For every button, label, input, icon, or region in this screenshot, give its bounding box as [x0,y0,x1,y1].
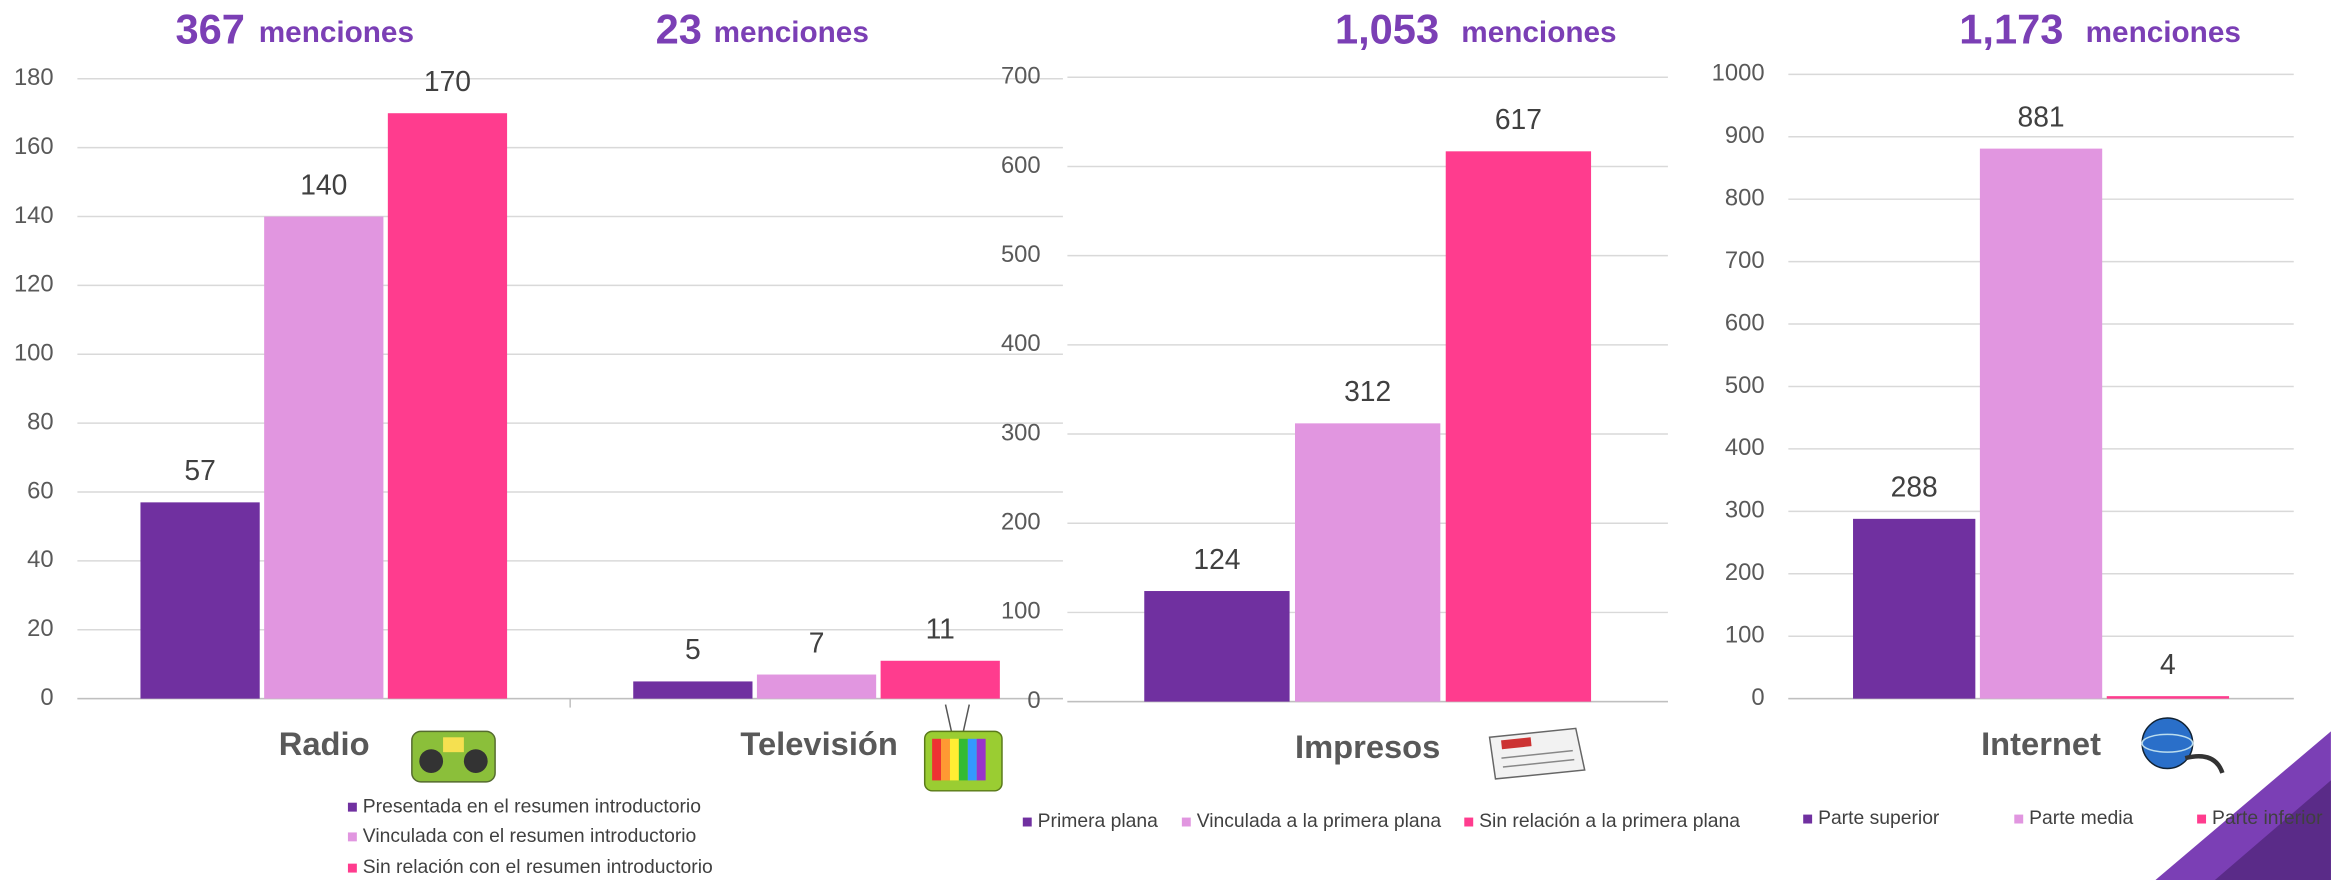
y-tick-label: 0 [1751,684,1764,711]
category-label: Radio [279,725,370,762]
radio-icon [412,731,495,782]
bar [1144,591,1289,702]
y-tick-label: 100 [1001,598,1041,625]
bar [264,217,383,699]
legend-swatch [2197,815,2206,824]
y-tick-label: 100 [1725,621,1765,648]
mention-word: menciones [2086,16,2241,49]
value-label: 7 [809,626,825,658]
legend-swatch [348,832,357,841]
y-tick-label: 400 [1725,434,1765,461]
y-tick-label: 700 [1725,247,1765,274]
value-label: 4 [2160,648,2176,680]
bar [1446,151,1591,701]
y-tick-label: 100 [14,340,54,367]
legend-swatch [1182,818,1191,827]
category-label: Internet [1981,725,2101,762]
legend-swatch [348,803,357,812]
y-tick-label: 600 [1725,309,1765,336]
mention-count: 1,053 [1335,6,1439,53]
value-label: 11 [926,612,955,644]
legend-label: Vinculada con el resumen introductorio [363,826,697,847]
y-tick-label: 500 [1725,372,1765,399]
dashboard: 020406080100120140160180RadioTelevisión5… [0,0,2331,880]
y-tick-label: 700 [1001,63,1041,90]
y-tick-label: 1000 [1712,60,1765,87]
bar [1295,423,1440,701]
y-tick-label: 500 [1001,241,1041,268]
value-label: 617 [1495,103,1542,135]
legend-swatch [1023,818,1032,827]
y-tick-label: 140 [14,202,54,229]
y-tick-label: 20 [27,615,53,642]
legend-swatch [2014,815,2023,824]
y-tick-label: 800 [1725,184,1765,211]
y-tick-label: 60 [27,477,53,504]
legend-label: Sin relación a la primera plana [1479,811,1740,832]
y-tick-label: 200 [1725,559,1765,586]
y-tick-label: 0 [1027,687,1040,714]
legend-label: Parte inferior [2212,808,2323,829]
mention-count: 1,173 [1959,6,2063,53]
bar [1853,519,1975,699]
legend-label: Primera plana [1038,811,1158,832]
y-tick-label: 300 [1001,419,1041,446]
bar [881,661,1000,699]
value-label: 5 [685,633,701,665]
value-label: 57 [184,454,215,486]
legend-label: Parte media [2029,808,2133,829]
legend-swatch [348,864,357,873]
bar [1980,149,2102,699]
y-tick-label: 120 [14,271,54,298]
y-tick-label: 300 [1725,497,1765,524]
y-tick-label: 40 [27,546,53,573]
legend-swatch [1464,818,1473,827]
tv-icon [925,705,1002,791]
bar [757,675,876,699]
y-tick-label: 80 [27,408,53,435]
mention-count: 367 [175,6,244,53]
bar [2107,696,2229,698]
globe-icon [2142,718,2222,773]
value-label: 140 [300,168,347,200]
category-label: Impresos [1295,728,1440,765]
legend-label: Presentada en el resumen introductorio [363,796,701,817]
newspaper-icon [1490,728,1585,779]
y-tick-label: 200 [1001,509,1041,536]
y-tick-label: 600 [1001,152,1041,179]
y-tick-label: 180 [14,64,54,91]
category-label: Televisión [740,725,897,762]
legend-swatch [1803,815,1812,824]
y-tick-label: 900 [1725,122,1765,149]
value-label: 312 [1344,375,1391,407]
legend-label: Vinculada a la primera plana [1197,811,1442,832]
mention-word: menciones [1461,16,1616,49]
y-tick-label: 0 [40,684,53,711]
mention-word: menciones [259,16,414,49]
mention-count: 23 [656,6,702,53]
legend-label: Sin relación con el resumen introductori… [363,857,713,878]
y-tick-label: 400 [1001,330,1041,357]
bar [633,681,752,698]
value-label: 881 [2017,100,2064,132]
bar [388,113,507,698]
value-label: 170 [424,65,471,97]
page: {"chart_data": [ {"type": "bar", "annota… [0,0,2331,880]
mention-word: menciones [714,16,869,49]
legend-label: Parte superior [1818,808,1940,829]
bar [140,502,259,698]
y-tick-label: 160 [14,133,54,160]
value-label: 124 [1193,543,1240,575]
value-label: 288 [1891,471,1938,503]
